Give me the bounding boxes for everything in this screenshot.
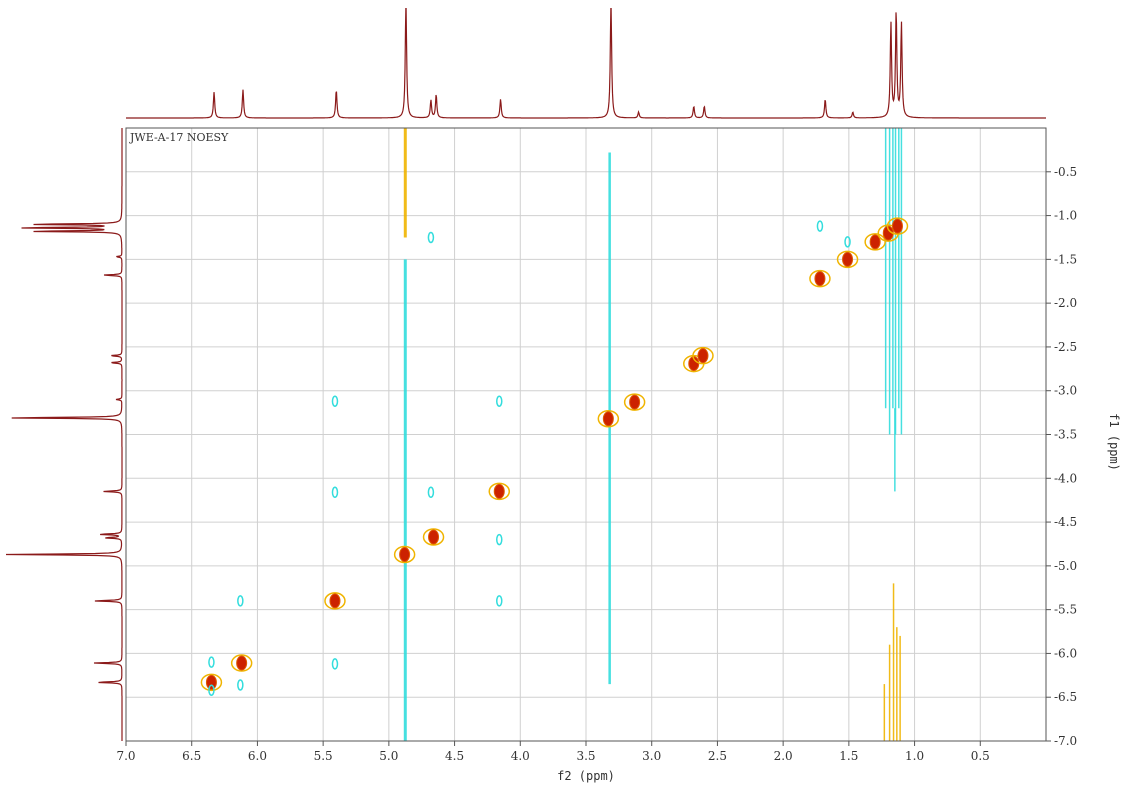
x-tick-label: 1.0 — [905, 749, 924, 763]
y-tick-label: -6.0 — [1054, 646, 1077, 660]
diagonal-peak-ring — [488, 482, 511, 501]
cross-peak — [816, 220, 824, 232]
x-tick-label: 0.5 — [971, 749, 990, 763]
cross-peak — [496, 395, 503, 407]
diagonal-peak — [602, 411, 614, 427]
diagonal-peak — [869, 234, 881, 250]
y-axis-title: f1 (ppm) — [1107, 413, 1121, 471]
y-tick-label: -2.5 — [1054, 340, 1077, 354]
diagonal-peak — [428, 529, 440, 545]
y-tick-label: -4.0 — [1054, 471, 1077, 485]
diagonal-peak — [205, 674, 217, 690]
diagonal-peak-ring — [886, 217, 909, 235]
y-tick-label: -1.0 — [1054, 209, 1077, 223]
y-axis-ticks: -0.5 -1.0 -1.5 -2.0 -2.5 -3.0 -3.5 -4.0 -4.5 -5.0… — [1046, 165, 1077, 748]
y-tick-label: -5.5 — [1054, 603, 1077, 617]
diagonal-peak-ring — [864, 233, 886, 251]
f2-projection-spectrum — [126, 8, 1046, 119]
x-tick-label: 2.0 — [774, 749, 793, 763]
diagonal-peak-ring — [692, 346, 714, 365]
cross-peak — [237, 595, 244, 607]
diagonal-peak-ring — [324, 592, 346, 610]
x-tick-label: 2.5 — [708, 749, 727, 763]
diagonal-peak — [842, 251, 854, 267]
diagonal-peak — [399, 546, 411, 562]
diagonal-peak-ring — [623, 393, 646, 411]
diagonal-peak — [493, 483, 505, 499]
x-tick-label: 5.0 — [379, 749, 398, 763]
diagonal-peak — [629, 394, 641, 410]
diagonal-peak — [236, 655, 248, 671]
y-tick-label: -7.0 — [1054, 734, 1077, 748]
x-tick-label: 3.5 — [576, 749, 595, 763]
x-tick-label: 4.0 — [511, 749, 530, 763]
y-tick-label: -1.5 — [1054, 252, 1077, 266]
cross-peak — [331, 486, 339, 499]
x-tick-label: 7.0 — [116, 749, 135, 763]
x-tick-label: 6.0 — [248, 749, 267, 763]
diagonal-peak-ring — [422, 528, 445, 546]
cross-peak — [844, 236, 851, 248]
diagonal-peak — [329, 593, 341, 609]
diagonal-peak-ring — [200, 673, 223, 692]
cross-peak — [208, 684, 215, 696]
cross-peak — [496, 595, 503, 607]
y-tick-label: -3.5 — [1054, 428, 1077, 442]
y-tick-label: -6.5 — [1054, 690, 1077, 704]
x-tick-label: 4.5 — [445, 749, 464, 763]
y-tick-label: -0.5 — [1054, 165, 1077, 179]
x-tick-label: 6.5 — [182, 749, 201, 763]
diagonal-peak — [697, 348, 709, 364]
cross-peak — [331, 658, 339, 670]
f2-projection-trace — [126, 8, 1046, 119]
diagonal-peak-ring — [836, 250, 859, 269]
contour-peaks — [200, 217, 909, 696]
diagonal-peak-ring — [393, 545, 416, 564]
diagonal-peak-ring — [230, 654, 253, 672]
f1-projection-spectrum — [5, 128, 123, 741]
y-tick-label: -5.0 — [1054, 559, 1077, 573]
experiment-title: JWE-A-17 NOESY — [129, 131, 229, 144]
grid-layer — [125, 128, 1046, 742]
y-tick-label: -3.0 — [1054, 384, 1077, 398]
diagonal-peak — [891, 218, 903, 234]
y-tick-label: -4.5 — [1054, 515, 1077, 529]
x-tick-label: 3.0 — [642, 749, 661, 763]
f1-projection-trace — [5, 128, 123, 741]
x-axis-title: f2 (ppm) — [557, 769, 615, 783]
x-tick-label: 5.5 — [314, 749, 333, 763]
cross-peak — [237, 679, 244, 691]
cross-peak — [427, 231, 435, 244]
cross-peak — [496, 533, 503, 546]
diagonal-peak-ring — [597, 409, 620, 428]
y-tick-label: -2.0 — [1054, 296, 1077, 310]
cross-peak — [331, 395, 339, 407]
cross-peak — [208, 656, 215, 668]
x-axis-ticks: 7.0 6.5 6.0 5.5 5.0 4.5 4.0 3.5 3.0 2.5 2.0 1.5 1.0 0… — [116, 741, 990, 763]
diagonal-peak-ring — [809, 269, 831, 288]
cross-peak — [427, 486, 435, 499]
x-tick-label: 1.5 — [839, 749, 858, 763]
diagonal-peak — [814, 271, 826, 287]
